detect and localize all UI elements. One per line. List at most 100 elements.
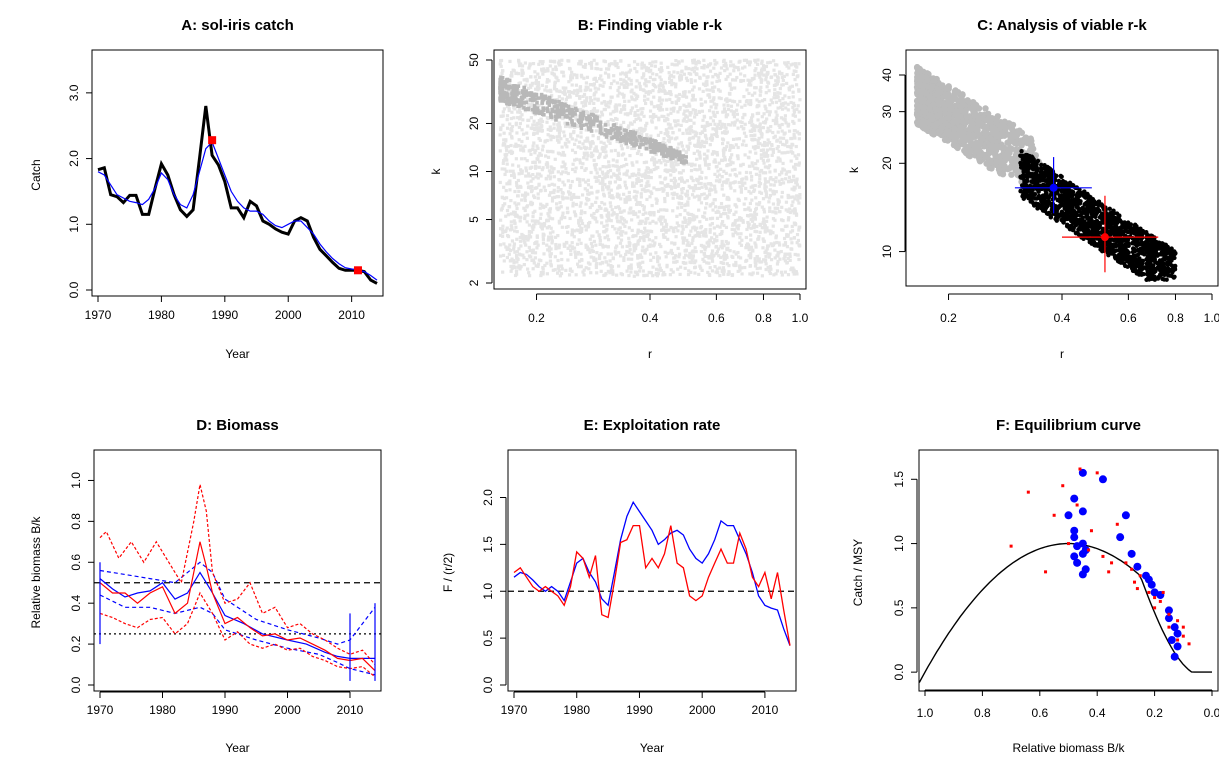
tested-rk-point xyxy=(555,102,559,106)
tested-rk-point xyxy=(578,183,582,187)
tested-rk-point xyxy=(499,218,503,222)
viable-rk-point xyxy=(517,91,521,95)
tested-rk-point xyxy=(667,76,672,80)
tested-rk-point xyxy=(693,134,697,138)
tested-rk-point xyxy=(766,138,770,142)
tested-rk-point xyxy=(720,122,724,126)
tested-rk-point xyxy=(702,234,706,238)
tested-rk-point xyxy=(557,140,561,144)
tested-rk-point xyxy=(576,229,581,233)
tested-rk-point xyxy=(516,257,520,261)
tested-rk-point xyxy=(619,230,623,234)
tested-rk-point xyxy=(601,188,605,192)
tested-rk-point xyxy=(562,130,566,134)
tested-rk-point xyxy=(685,194,689,198)
tested-rk-point xyxy=(531,248,535,252)
tested-rk-point xyxy=(661,228,665,232)
tested-rk-point xyxy=(669,168,673,172)
x-tick-label: 0.6 xyxy=(1120,311,1137,325)
tested-rk-point xyxy=(605,234,610,238)
tested-rk-point xyxy=(575,242,580,246)
tested-rk-point xyxy=(764,78,768,82)
tested-rk-point xyxy=(703,159,707,163)
viable-rk-point xyxy=(665,149,670,154)
viable-rk-point xyxy=(505,96,510,101)
viable-rk-point xyxy=(587,120,592,125)
tested-rk-point xyxy=(719,66,724,70)
tested-rk-point xyxy=(641,74,646,78)
tested-rk-point xyxy=(780,205,784,209)
viable-rk-point xyxy=(684,155,688,159)
tested-rk-point xyxy=(648,109,653,113)
viable-rk-point xyxy=(644,137,649,142)
tested-rk-point xyxy=(722,146,726,151)
tested-rk-point xyxy=(636,242,640,246)
tested-rk-point xyxy=(651,88,655,93)
tested-rk-point xyxy=(512,260,516,265)
tested-rk-point xyxy=(595,176,599,180)
tested-rk-point xyxy=(523,144,527,148)
tested-rk-point xyxy=(777,200,781,204)
tested-rk-point xyxy=(583,139,587,143)
tested-rk-point xyxy=(733,228,737,232)
tested-rk-point xyxy=(581,108,585,112)
tested-rk-point xyxy=(602,224,606,228)
tested-rk-point xyxy=(644,124,648,128)
tested-rk-point xyxy=(728,82,732,86)
tested-rk-point xyxy=(525,220,529,224)
tested-rk-point xyxy=(764,192,769,196)
tested-rk-point xyxy=(792,69,796,73)
tested-rk-point xyxy=(573,150,578,155)
tested-rk-point xyxy=(778,98,782,103)
tested-rk-point xyxy=(513,229,517,233)
tested-rk-point xyxy=(714,244,719,249)
tested-rk-point xyxy=(695,157,699,161)
tested-rk-point xyxy=(607,185,611,189)
tested-rk-point xyxy=(708,230,712,234)
tested-rk-point xyxy=(661,140,665,144)
tested-rk-point xyxy=(630,106,634,110)
tested-rk-point xyxy=(700,230,704,234)
tested-rk-point xyxy=(594,145,598,149)
tested-rk-point xyxy=(618,207,622,211)
viable-rk-point xyxy=(677,150,682,154)
x-axis-label: r xyxy=(1060,347,1064,361)
tested-rk-point xyxy=(622,256,626,260)
tested-rk-point xyxy=(595,109,600,113)
tested-rk-point xyxy=(736,232,740,236)
tested-rk-point xyxy=(550,170,555,174)
tested-rk-point xyxy=(642,208,646,212)
tested-rk-point xyxy=(714,133,719,138)
tested-rk-point xyxy=(636,113,640,117)
tested-rk-point xyxy=(581,178,585,182)
tested-rk-point xyxy=(635,79,639,83)
tested-rk-point xyxy=(748,129,752,133)
tested-rk-point xyxy=(660,114,664,118)
tested-rk-point xyxy=(519,157,524,161)
tested-rk-point xyxy=(713,62,717,66)
viable-rk-point xyxy=(521,89,525,93)
tested-rk-point xyxy=(671,229,675,233)
tested-rk-point xyxy=(765,148,770,152)
tested-rk-point xyxy=(603,256,607,260)
viable-rk-point xyxy=(982,105,989,112)
tested-rk-point xyxy=(680,231,684,235)
tested-rk-point xyxy=(770,153,774,157)
viable-rk-point xyxy=(605,130,610,135)
tested-rk-point xyxy=(657,268,661,272)
tested-rk-point xyxy=(776,202,780,206)
tested-rk-point xyxy=(648,195,652,199)
tested-rk-point xyxy=(584,167,588,171)
tested-rk-point xyxy=(740,272,744,276)
tested-rk-point xyxy=(757,180,761,184)
tested-rk-point xyxy=(558,274,562,278)
tested-rk-point xyxy=(671,161,675,165)
tested-rk-point xyxy=(608,181,612,185)
tested-rk-point xyxy=(764,267,768,272)
tested-rk-point xyxy=(755,266,759,271)
viable-rk-point xyxy=(557,99,561,104)
tested-rk-point xyxy=(660,108,665,112)
tested-rk-point xyxy=(688,131,692,135)
tested-rk-point xyxy=(715,216,720,220)
